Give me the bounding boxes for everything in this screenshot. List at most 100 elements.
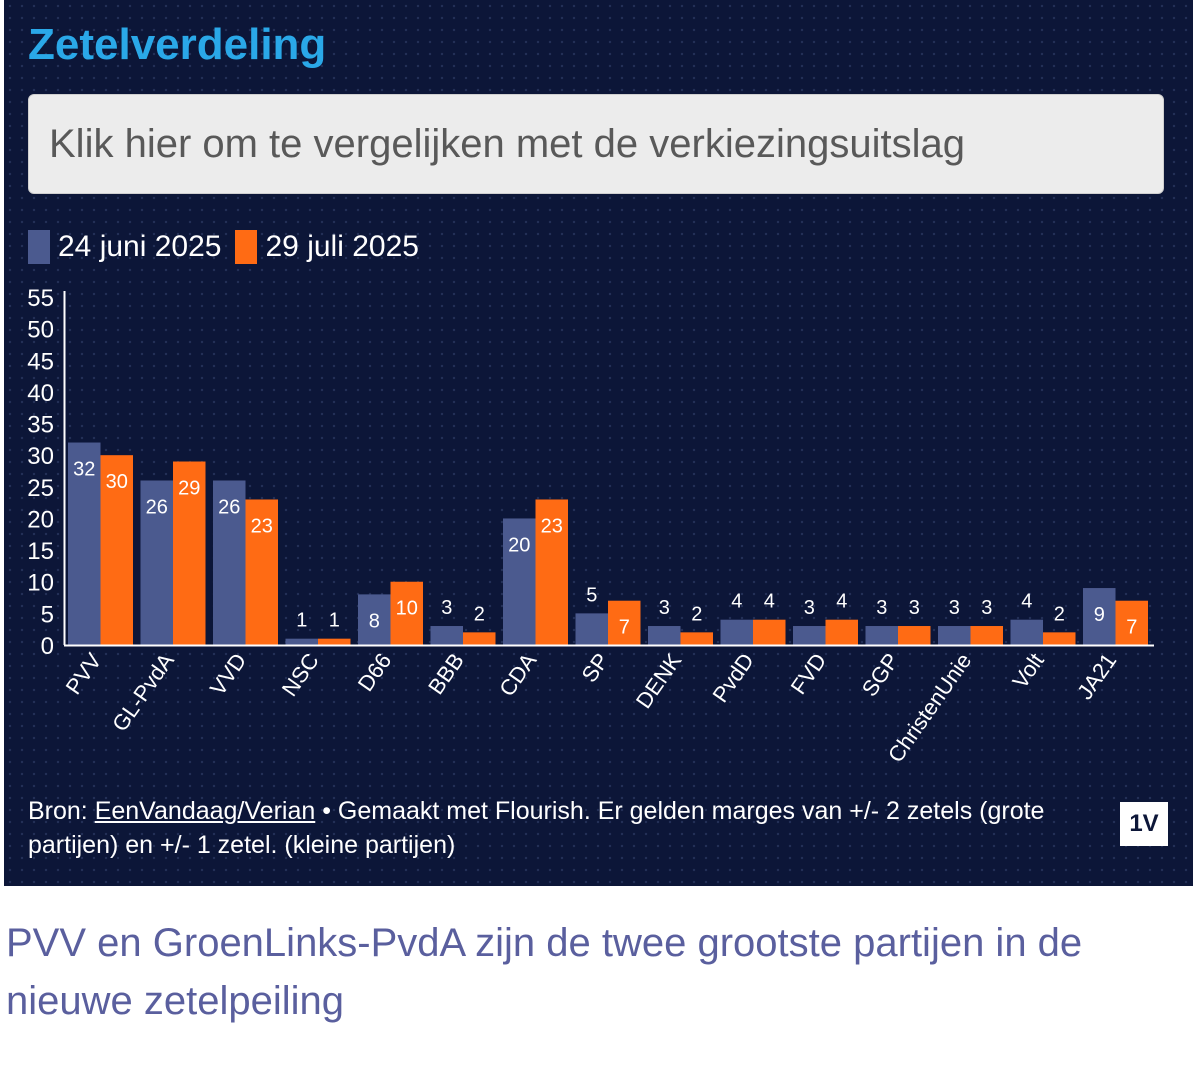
x-tick-label: NSC xyxy=(277,648,324,700)
data-label: 23 xyxy=(251,515,273,537)
data-label: 3 xyxy=(659,597,670,619)
data-label: 3 xyxy=(876,597,887,619)
data-label: 9 xyxy=(1094,604,1105,626)
bar-series-1 xyxy=(358,594,391,645)
data-label: 4 xyxy=(1021,591,1032,613)
x-tick-label: SP xyxy=(577,649,614,687)
data-label: 4 xyxy=(836,591,847,613)
bar-series-1 xyxy=(720,619,753,645)
data-label: 1 xyxy=(296,610,307,632)
data-label: 4 xyxy=(731,591,742,613)
y-tick-label: 50 xyxy=(27,317,54,344)
data-label: 5 xyxy=(586,584,597,606)
data-label: 30 xyxy=(106,471,128,493)
data-label: 3 xyxy=(981,597,992,619)
bar-series-2 xyxy=(1043,632,1076,645)
bar-series-1 xyxy=(140,480,173,645)
data-label: 26 xyxy=(146,496,168,518)
bar-series-2 xyxy=(680,632,713,645)
y-tick-label: 30 xyxy=(27,443,54,470)
data-label: 2 xyxy=(474,603,485,625)
chart-panel: Zetelverdeling Klik hier om te vergelijk… xyxy=(4,0,1193,886)
source-prefix: Bron: xyxy=(28,797,95,825)
data-label: 7 xyxy=(1126,617,1137,639)
y-tick-label: 45 xyxy=(27,348,54,375)
x-tick-label: Volt xyxy=(1007,649,1049,693)
data-label: 3 xyxy=(909,597,920,619)
bar-series-1 xyxy=(1010,619,1043,645)
data-label: 4 xyxy=(764,591,775,613)
source-note: Bron: EenVandaag/Verian • Gemaakt met Fl… xyxy=(28,794,1088,862)
bar-series-2 xyxy=(535,499,568,645)
eenvandaag-logo: 1V xyxy=(1120,802,1168,846)
x-tick-label: PVV xyxy=(61,648,107,699)
chart-title: Zetelverdeling xyxy=(28,20,327,69)
bar-series-2 xyxy=(245,499,278,645)
x-tick-label: D66 xyxy=(353,649,397,696)
data-label: 2 xyxy=(1054,603,1065,625)
data-label: 3 xyxy=(441,597,452,619)
source-link[interactable]: EenVandaag/Verian xyxy=(94,797,316,825)
legend-item-series-2[interactable]: 29 juli 2025 xyxy=(235,230,419,264)
x-tick-label: SGP xyxy=(857,649,904,701)
bar-series-2 xyxy=(318,638,351,645)
data-label: 2 xyxy=(691,603,702,625)
bar-series-1 xyxy=(213,480,246,645)
y-tick-label: 10 xyxy=(27,570,54,597)
data-label: 1 xyxy=(329,610,340,632)
legend: 24 juni 2025 29 juli 2025 xyxy=(28,230,433,264)
bar-series-2 xyxy=(1115,600,1148,645)
bar-series-1 xyxy=(575,613,608,645)
bar-series-1 xyxy=(793,626,826,645)
y-tick-label: 35 xyxy=(27,412,54,439)
bar-series-2 xyxy=(898,626,931,645)
data-label: 10 xyxy=(396,598,418,620)
compare-button-label: Klik hier om te vergelijken met de verki… xyxy=(49,121,965,166)
data-label: 3 xyxy=(949,597,960,619)
legend-label-series-2: 29 juli 2025 xyxy=(265,230,419,263)
x-tick-label: VVD xyxy=(205,649,251,700)
legend-swatch-series-1 xyxy=(28,230,50,264)
bar-series-1 xyxy=(285,638,318,645)
x-tick-label: GL-PvdA xyxy=(107,648,179,736)
bar-series-1 xyxy=(648,626,681,645)
legend-item-series-1[interactable]: 24 juni 2025 xyxy=(28,230,221,264)
bar-series-2 xyxy=(970,626,1003,645)
bar-series-2 xyxy=(608,600,641,645)
bar-series-2 xyxy=(390,581,423,645)
bar-chart: 05101520253035404550553230PVV2629GL-PvdA… xyxy=(27,285,1154,767)
data-label: 7 xyxy=(619,617,630,639)
x-tick-label: DENK xyxy=(631,648,687,713)
x-tick-label: PvdD xyxy=(708,649,759,707)
bar-series-1 xyxy=(430,626,463,645)
y-tick-label: 55 xyxy=(27,285,54,312)
x-tick-label: BBB xyxy=(423,649,469,699)
y-tick-label: 20 xyxy=(27,506,54,533)
bar-series-2 xyxy=(753,619,786,645)
y-tick-label: 15 xyxy=(27,538,54,565)
bar-series-2 xyxy=(173,461,206,645)
legend-swatch-series-2 xyxy=(235,230,258,264)
bar-series-2 xyxy=(100,455,133,645)
legend-label-series-1: 24 juni 2025 xyxy=(58,230,222,263)
bar-series-1 xyxy=(938,626,971,645)
x-tick-label: FVD xyxy=(786,649,832,699)
x-tick-label: JA21 xyxy=(1072,649,1121,704)
data-label: 3 xyxy=(804,597,815,619)
bar-series-1 xyxy=(1083,588,1116,645)
data-label: 23 xyxy=(541,515,563,537)
bar-series-1 xyxy=(865,626,898,645)
y-tick-label: 5 xyxy=(41,601,54,628)
data-label: 26 xyxy=(218,496,240,518)
article-caption: PVV en GroenLinks-PvdA zijn de twee groo… xyxy=(6,921,1083,1023)
data-label: 20 xyxy=(508,534,530,556)
compare-election-result-button[interactable]: Klik hier om te vergelijken met de verki… xyxy=(28,94,1164,194)
x-tick-label: CDA xyxy=(494,648,541,701)
y-tick-label: 40 xyxy=(27,380,54,407)
bar-series-2 xyxy=(463,632,496,645)
y-tick-label: 0 xyxy=(41,633,54,660)
y-tick-label: 25 xyxy=(27,475,54,502)
bar-series-1 xyxy=(503,518,536,645)
data-label: 8 xyxy=(369,610,380,632)
bar-series-2 xyxy=(825,619,858,645)
